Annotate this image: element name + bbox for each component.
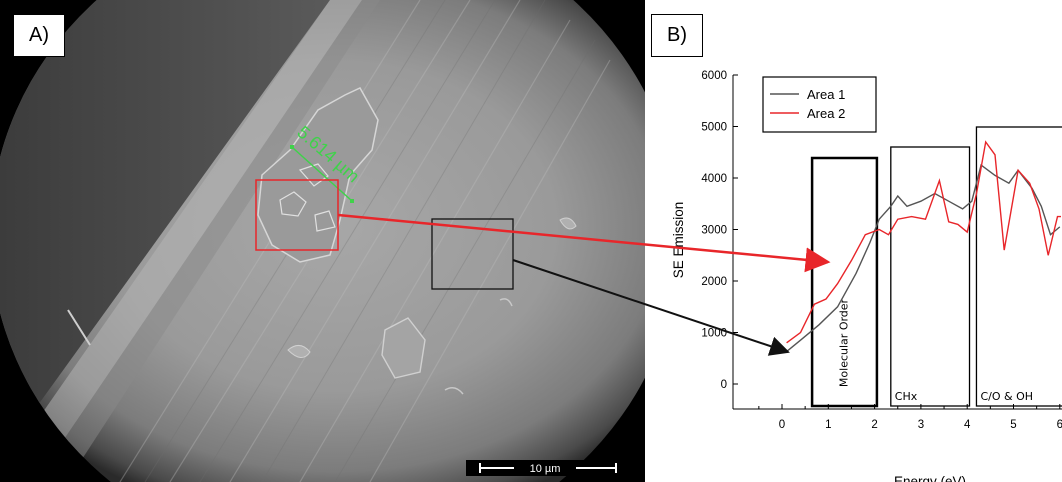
region-label: CHx [895, 390, 918, 403]
y-tick-label: 2000 [701, 276, 727, 288]
x-tick-label: 6 [1057, 419, 1062, 431]
y-tick-label: 6000 [701, 70, 727, 82]
region-box [810, 156, 879, 408]
scale-bar [466, 460, 630, 476]
panel-a-label: A) [13, 14, 65, 57]
region-box [890, 146, 971, 407]
x-tick-label: 5 [1010, 419, 1016, 431]
x-tick-label: 2 [871, 419, 877, 431]
region-box [975, 126, 1062, 407]
y-tick-label: 1000 [701, 328, 727, 340]
region-label: C/O & OH [980, 390, 1033, 403]
y-tick-label: 5000 [701, 122, 727, 134]
y-tick-label: 0 [721, 379, 727, 391]
series-line [786, 140, 1061, 344]
region-label: Molecular Order [838, 298, 851, 387]
legend-label: Area 1 [807, 87, 845, 102]
legend-box [762, 76, 877, 133]
sem-image: 5.614 µm 10 µm [0, 0, 645, 482]
panel-b-label: B) [651, 14, 703, 57]
y-tick-label: 3000 [701, 225, 727, 237]
se-emission-chart: 0 1000 2000 3000 4000 5000 6000 0 1 2 3 4 5 6 Molecul… [671, 70, 1062, 482]
y-tick-label: 4000 [701, 173, 727, 185]
x-tick-label: 1 [825, 419, 831, 431]
x-tick-label: 3 [918, 419, 924, 431]
legend-label: Area 2 [807, 106, 845, 121]
scale-bar-label: 10 µm [530, 463, 561, 475]
x-tick-label: 0 [779, 419, 785, 431]
y-axis-title: SE Emission [671, 202, 686, 279]
x-axis-title: Energy (eV) [894, 474, 966, 482]
x-tick-label: 4 [964, 419, 971, 431]
series-line [786, 163, 1061, 353]
